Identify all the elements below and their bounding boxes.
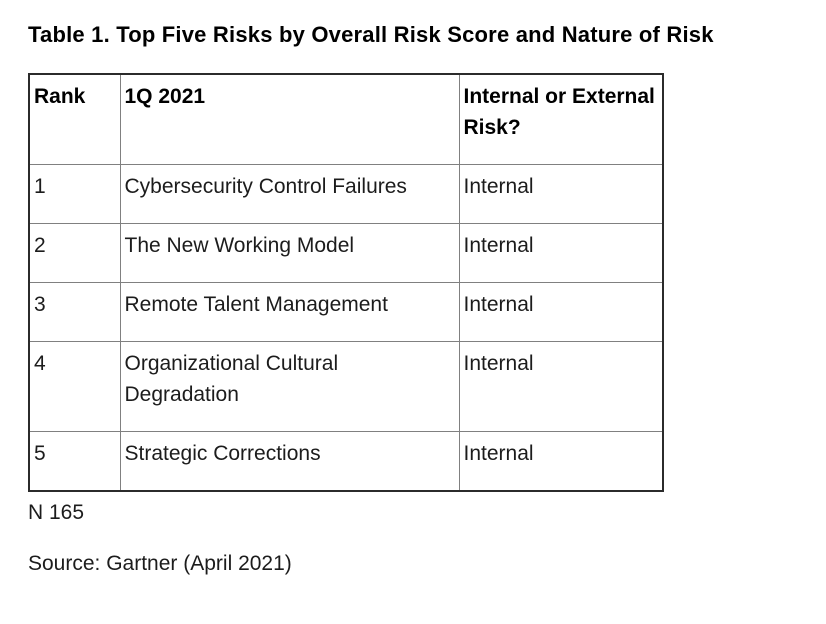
cell-risk: The New Working Model xyxy=(119,223,460,283)
risks-table: Rank 1Q 2021 Internal or External Risk? … xyxy=(28,73,664,492)
cell-rank: 1 xyxy=(28,164,121,224)
page-title: Table 1. Top Five Risks by Overall Risk … xyxy=(28,22,714,47)
cell-risk: Strategic Corrections xyxy=(119,431,460,492)
table-header: Rank 1Q 2021 Internal or External Risk? xyxy=(28,73,664,165)
cell-risk: Organizational Cultural Degradation xyxy=(119,341,460,432)
cell-rank: 3 xyxy=(28,282,121,342)
table-row: 3 Remote Talent Management Internal xyxy=(28,282,664,342)
column-header-rank: Rank xyxy=(28,73,121,165)
cell-nature: Internal xyxy=(458,341,664,432)
table-row: 2 The New Working Model Internal xyxy=(28,223,664,283)
cell-risk: Remote Talent Management xyxy=(119,282,460,342)
table-row: 4 Organizational Cultural Degradation In… xyxy=(28,341,664,432)
source-attribution: Source: Gartner (April 2021) xyxy=(28,552,292,575)
cell-rank: 4 xyxy=(28,341,121,432)
table-row: 5 Strategic Corrections Internal xyxy=(28,431,664,492)
cell-rank: 5 xyxy=(28,431,121,492)
sample-size-note: N 165 xyxy=(28,501,85,524)
table-row: 1 Cybersecurity Control Failures Interna… xyxy=(28,164,664,224)
cell-rank: 2 xyxy=(28,223,121,283)
column-header-nature: Internal or External Risk? xyxy=(458,73,664,165)
cell-nature: Internal xyxy=(458,431,664,492)
cell-nature: Internal xyxy=(458,223,664,283)
cell-risk: Cybersecurity Control Failures xyxy=(119,164,460,224)
cell-nature: Internal xyxy=(458,164,664,224)
cell-nature: Internal xyxy=(458,282,664,342)
column-header-period: 1Q 2021 xyxy=(119,73,460,165)
header-row: Rank 1Q 2021 Internal or External Risk? xyxy=(28,73,664,165)
table-body: 1 Cybersecurity Control Failures Interna… xyxy=(28,164,664,492)
